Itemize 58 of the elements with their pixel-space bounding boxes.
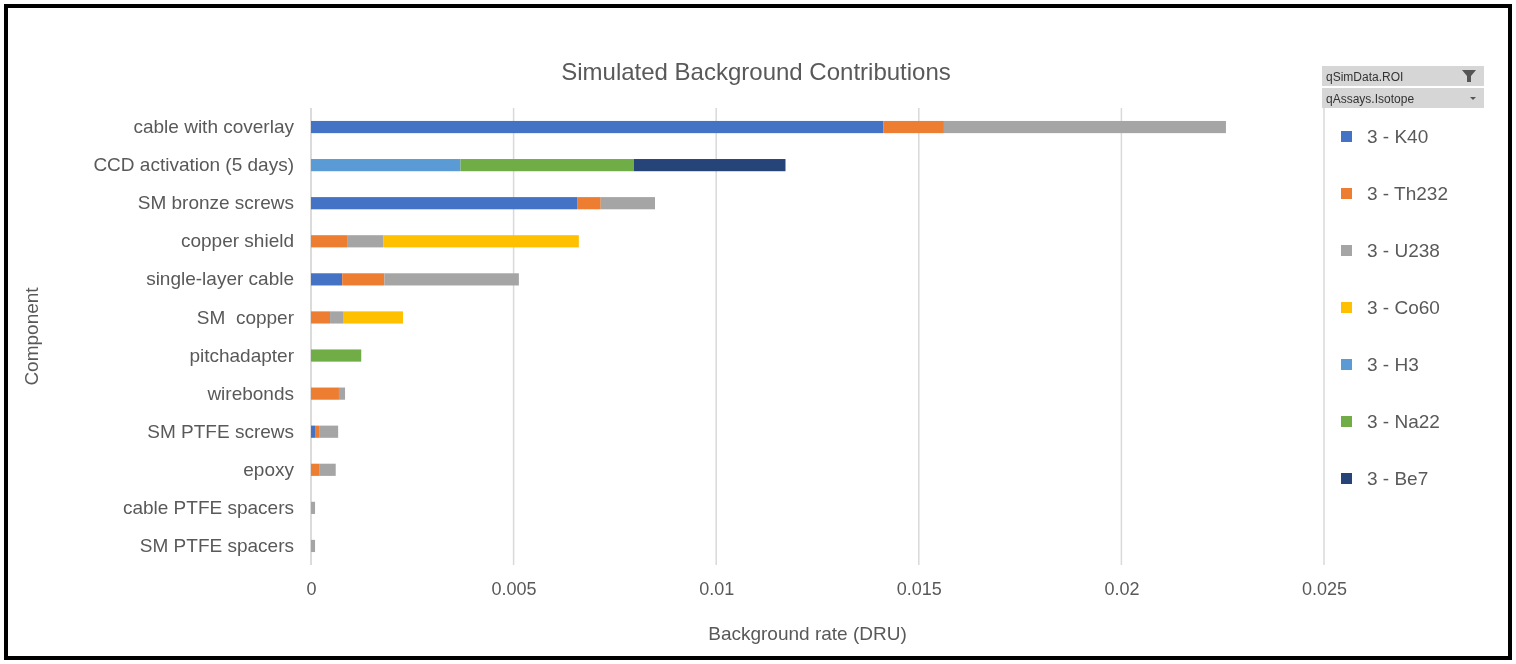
bar — [319, 425, 339, 438]
bar — [883, 120, 944, 134]
bar — [311, 235, 348, 248]
bar — [460, 159, 634, 172]
bar — [311, 120, 884, 134]
x-tick-label: 0.005 — [491, 578, 537, 599]
bar — [342, 273, 385, 286]
y-tick-label: wirebonds — [206, 382, 294, 404]
bar — [633, 159, 786, 172]
text: qAssays.Isotope — [1326, 92, 1415, 106]
legend-label: 3 - Co60 — [1367, 297, 1440, 318]
bar — [315, 425, 320, 438]
x-tick-label: 0 — [306, 578, 317, 599]
bar — [311, 501, 316, 514]
legend-label: 3 - Be7 — [1367, 468, 1429, 489]
legend-label: 3 - U238 — [1367, 240, 1440, 261]
bar — [311, 539, 316, 553]
x-tick-label: 0.02 — [1104, 578, 1140, 599]
bar — [311, 197, 578, 210]
y-tick-label: CCD activation (5 days) — [93, 154, 294, 176]
chart-title: Simulated Background Contributions — [561, 58, 951, 85]
y-tick-label: copper shield — [180, 230, 294, 252]
legend-label: 3 - H3 — [1367, 354, 1419, 375]
legend-label: 3 - Na22 — [1367, 411, 1440, 432]
y-tick-label: pitchadapter — [189, 344, 295, 366]
x-tick-label: 0.025 — [1301, 578, 1348, 599]
bar — [311, 349, 362, 362]
bar — [338, 387, 346, 400]
y-tick-label: SM PTFE spacers — [139, 535, 294, 557]
bar — [347, 235, 384, 248]
text: qSimData.ROI — [1326, 70, 1404, 84]
bar — [577, 197, 601, 210]
x-tick-label: 0.015 — [896, 578, 942, 599]
bar — [943, 120, 1226, 134]
bar — [319, 463, 336, 476]
bar — [311, 159, 461, 172]
x-axis-title: Background rate (DRU) — [708, 623, 907, 644]
bar — [311, 311, 331, 324]
bar — [311, 425, 316, 438]
bar — [383, 235, 579, 248]
bar — [311, 273, 343, 286]
y-tick-label: cable PTFE spacers — [122, 496, 294, 518]
bar — [330, 311, 344, 324]
y-tick-label: SM copper — [196, 306, 295, 328]
y-axis-title: Component — [21, 286, 42, 386]
y-tick-label: single-layer cable — [146, 268, 294, 290]
x-tick-label: 0.01 — [699, 578, 735, 599]
bar — [600, 197, 656, 210]
bar — [384, 273, 519, 286]
y-tick-label: epoxy — [243, 458, 295, 480]
bar — [311, 387, 339, 400]
bar — [311, 463, 320, 476]
y-tick-label: SM bronze screws — [137, 192, 294, 214]
bar — [343, 311, 403, 324]
y-tick-label: cable with coverlay — [133, 116, 295, 138]
legend-label: 3 - Th232 — [1367, 183, 1448, 204]
legend-label: 3 - K40 — [1367, 126, 1429, 147]
y-tick-label: SM PTFE screws — [147, 420, 294, 442]
